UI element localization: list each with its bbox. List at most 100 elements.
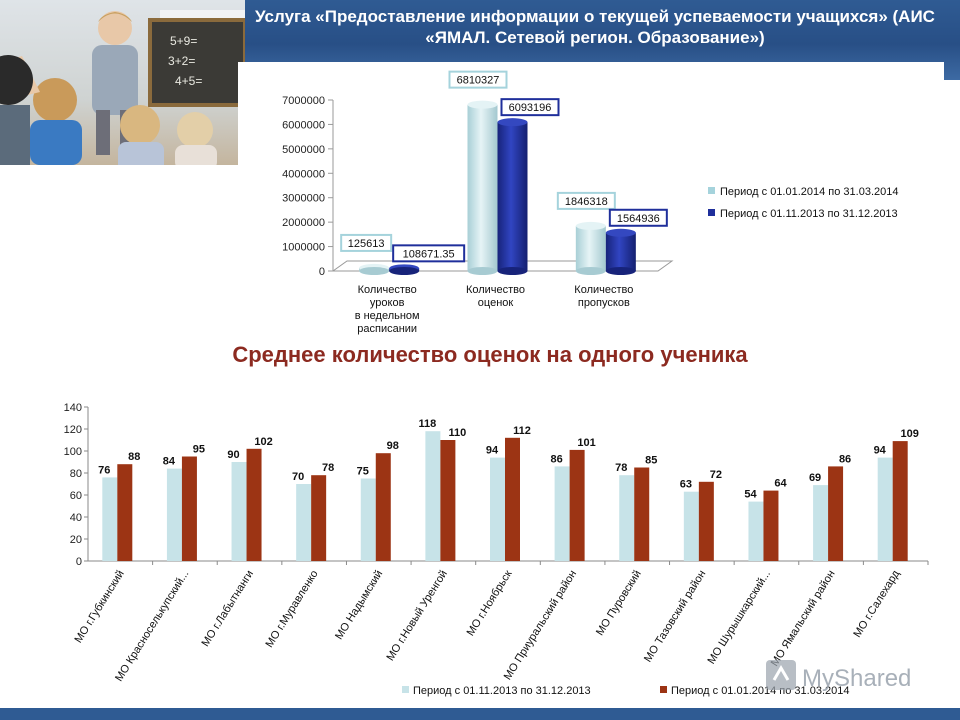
chart1-legend-label: Период с 01.01.2014 по 31.03.2014 (720, 186, 899, 198)
chart-totals-svg: 0 1000000 2000000 3000000 4000000 5000000 6000… (282, 70, 899, 335)
chart2-bar-light (231, 462, 247, 561)
chart1-category-label: уроков (370, 297, 405, 309)
chart2-value-label: 84 (163, 456, 176, 468)
chart1-value-label: 108671.35 (403, 248, 455, 260)
chart2-bar-dark (181, 456, 197, 561)
chart2-bar-dark (569, 449, 585, 561)
chart1-y-tick-label: 6000000 (282, 119, 325, 131)
chart2-legend-label: Период с 01.01.2014 по 31.03.2014 (671, 685, 850, 697)
chart1-bar-top (497, 118, 528, 127)
chart2-value-label: 98 (387, 440, 399, 452)
svg-text:5+9=: 5+9= (170, 34, 197, 48)
chart2-y-tick-label: 140 (64, 402, 82, 414)
chart1-value-label: 1564936 (617, 213, 660, 225)
chart1-y-tick-label: 5000000 (282, 144, 325, 156)
chart1-legend-swatch (708, 209, 715, 216)
chart2-category-label: МО г.Губкинский (73, 568, 127, 645)
chart2-value-label: 86 (839, 453, 851, 465)
chart2-y-tick-label: 80 (70, 468, 82, 480)
chart2-legend-label: Период с 01.11.2013 по 31.12.2013 (413, 685, 591, 697)
chart2-bar-light (748, 501, 764, 561)
chart2-bar-light (102, 477, 118, 561)
chart2-value-label: 76 (98, 464, 110, 476)
chart1-bar-base (467, 267, 498, 275)
chart2-value-label: 90 (227, 449, 239, 461)
svg-text:4+5=: 4+5= (175, 74, 202, 88)
chart2-value-label: 102 (254, 436, 272, 448)
chart-averages-svg: 0 20 40 60 80 100 120 140 76 88 МО г.Губкинский 84 9… (64, 402, 929, 697)
chart2-value-label: 88 (128, 451, 140, 463)
chart2-bar-dark (311, 475, 327, 561)
chart2-bar-dark (634, 467, 650, 561)
chart1-value-label: 1846318 (565, 196, 608, 208)
chart1-y-tick-label: 2000000 (282, 217, 325, 229)
chart2-bar-light (360, 478, 376, 561)
chart2-category-label: МО Шурышкарский... (706, 568, 773, 666)
chart2-bar-dark (892, 441, 908, 561)
chart2-value-label: 110 (449, 427, 467, 439)
chart2-bar-light (554, 466, 570, 561)
chart2-value-label: 109 (901, 428, 919, 440)
chart1-value-box (500, 98, 560, 117)
chart2-value-label: 94 (486, 445, 499, 457)
chart2-category-label: МО Надымский (333, 568, 385, 642)
chart2-bar-light (296, 484, 312, 561)
chart2-bar-dark (505, 437, 520, 561)
chart1-category-label: пропусков (578, 297, 630, 309)
chart1-category-label: расписании (357, 323, 417, 335)
chart2-value-label: 70 (292, 471, 304, 483)
chart2-value-label: 64 (774, 478, 787, 490)
chart1-value-label: 125613 (348, 238, 385, 250)
chart2-category-label: МО Ямальский район (769, 568, 838, 668)
chart1-legend-swatch (708, 187, 715, 194)
chart2-value-label: 69 (809, 472, 821, 484)
chart1-category-label: Количество (574, 284, 633, 296)
chart2-category-label: МО Тазовский район (642, 568, 708, 664)
chart2-y-tick-label: 20 (70, 534, 82, 546)
chart2-bar-light (619, 475, 635, 561)
svg-text:3+2=: 3+2= (168, 54, 195, 68)
chart1-y-tick-label: 7000000 (282, 95, 325, 107)
chart2-value-label: 78 (615, 462, 627, 474)
chart1-bar-light (575, 225, 606, 271)
chart2-category-label: МО г.Новый Уренгой (384, 568, 449, 663)
chart2-bar-dark (375, 453, 391, 561)
chart1-bar-top (467, 100, 498, 109)
chart2-value-label: 54 (744, 489, 757, 501)
chart2-value-label: 101 (577, 437, 595, 449)
chart1-category-label: Количество (466, 284, 525, 296)
chart2-value-label: 118 (419, 418, 437, 430)
chart2-bar-light (425, 431, 441, 561)
chart1-y-tick-label: 4000000 (282, 168, 325, 180)
chart2-value-label: 78 (322, 462, 334, 474)
chart2-bar-light (877, 457, 893, 561)
chart-subtitle: Среднее количество оценок на одного учен… (232, 342, 748, 367)
bottom-bar (0, 708, 960, 720)
chart2-value-label: 75 (357, 466, 369, 478)
chart2-bar-dark (440, 440, 456, 561)
chart1-y-tick-label: 3000000 (282, 193, 325, 205)
chart1-value-box (448, 70, 508, 89)
chart1-bar-base (389, 267, 420, 275)
chart2-y-tick-label: 60 (70, 490, 82, 502)
chart2-category-label: МО Пуровский (594, 568, 644, 638)
chart1-value-label: 6093196 (509, 102, 552, 114)
chart1-value-box (608, 208, 668, 227)
chart1-bar-dark (497, 122, 528, 271)
chart1-bar-light (467, 104, 498, 271)
chart2-category-label: МО Красноселькупский... (113, 568, 191, 683)
classroom-illustration: 5+9= 3+2= 4+5= (0, 10, 245, 165)
chart1-y-tick-label: 0 (319, 266, 325, 278)
chart2-category-label: МО г.Муравленко (264, 568, 321, 650)
chart2-bar-light (166, 468, 182, 561)
watermark-logo: MyShared (764, 656, 934, 696)
chart2-category-label: МО г.Лабытнанги (200, 568, 257, 649)
chart1-bar-top (605, 228, 636, 237)
chart2-y-tick-label: 0 (76, 556, 82, 568)
chart2-category-label: МО Приуральский район (502, 568, 579, 682)
chart1-value-box (340, 233, 393, 252)
chart1-value-box (556, 191, 616, 210)
chart1-bar-base (605, 267, 636, 275)
chart2-value-label: 112 (513, 425, 531, 437)
chart2-category-label: МО г.Салехард (851, 568, 902, 640)
